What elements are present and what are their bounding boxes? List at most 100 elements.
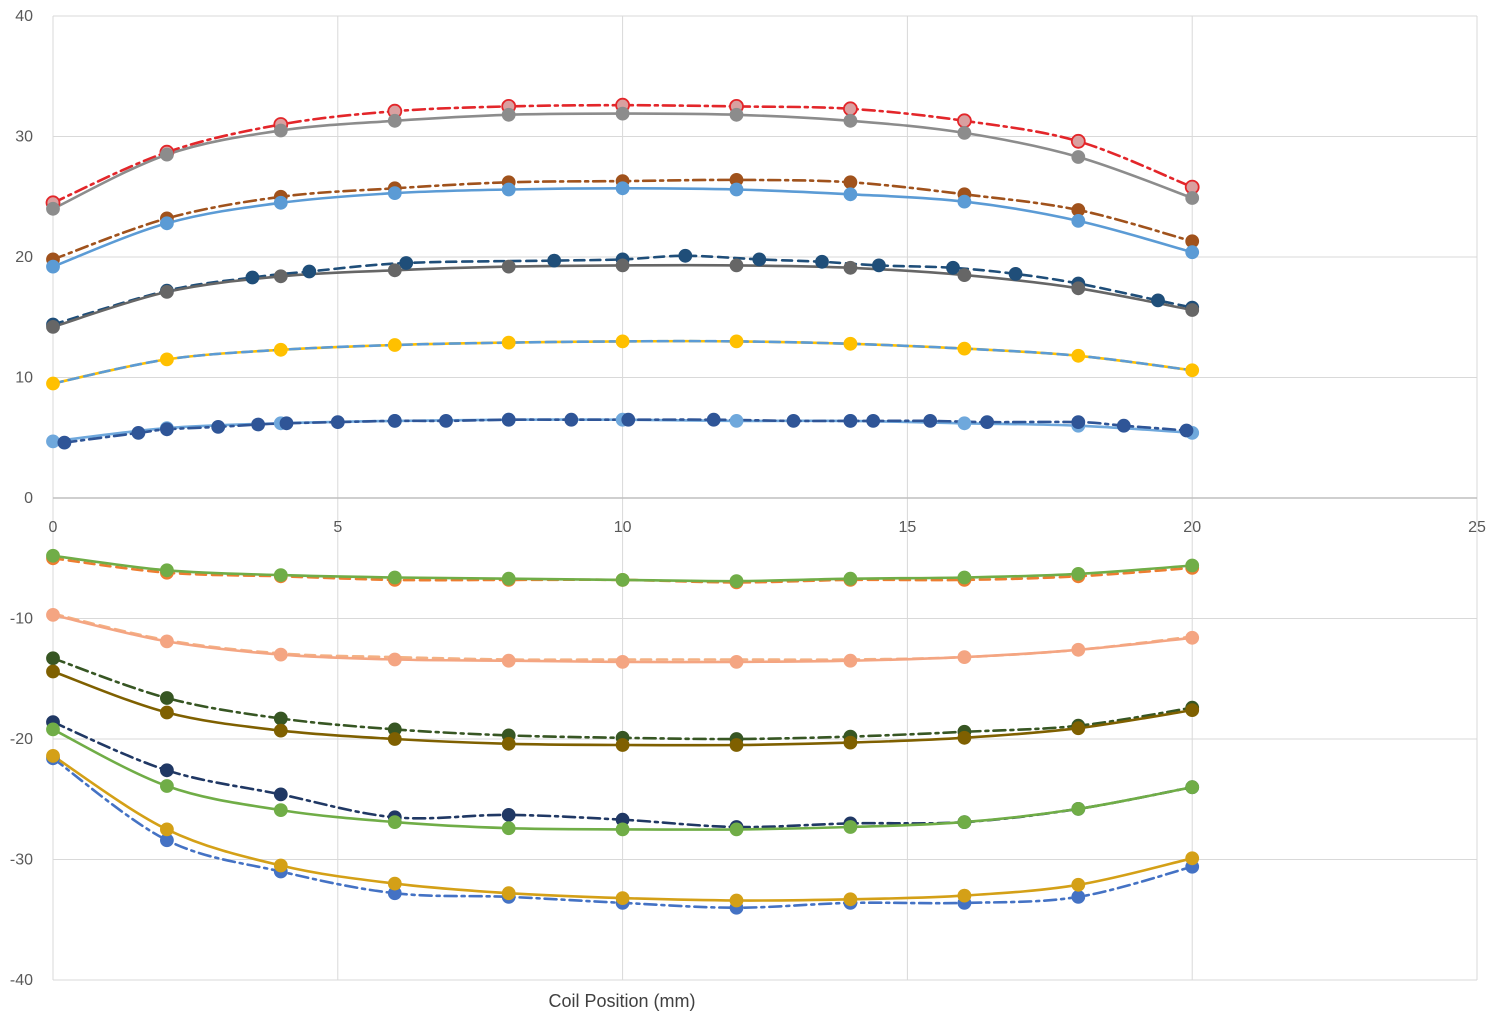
series-point: [159, 691, 174, 705]
series-point: [387, 113, 402, 128]
series-point: [752, 252, 767, 267]
x-tick-label: 10: [614, 519, 632, 536]
series-point: [211, 419, 226, 434]
series-point: [1071, 642, 1086, 657]
series-point: [678, 248, 693, 263]
series-point: [273, 723, 288, 738]
y-tick-label: -10: [10, 611, 33, 628]
series-point: [387, 652, 402, 667]
series-point: [1179, 423, 1194, 438]
series-point: [131, 425, 146, 440]
series-point: [1185, 363, 1200, 378]
series-point: [273, 568, 288, 582]
series-point: [1071, 567, 1086, 581]
series-point: [159, 216, 174, 231]
series-point: [729, 107, 744, 122]
series-point: [729, 655, 744, 669]
series-point: [159, 284, 174, 299]
series-point: [46, 651, 60, 666]
series-point: [957, 730, 972, 745]
series-point: [273, 787, 288, 802]
series-point: [159, 705, 174, 720]
y-tick-label: -30: [10, 852, 33, 869]
series-point: [957, 416, 972, 431]
x-axis-title: Coil Position (mm): [548, 991, 695, 1011]
series-point: [843, 653, 858, 668]
series-point: [815, 254, 829, 269]
series-point: [1185, 851, 1200, 866]
series-point: [1185, 191, 1200, 205]
x-tick-label: 5: [333, 519, 342, 536]
series-point: [46, 548, 60, 563]
series-point: [159, 763, 174, 778]
series-point: [1071, 213, 1086, 228]
x-tick-label: 20: [1183, 519, 1201, 536]
series-point: [1008, 266, 1023, 281]
series-point: [330, 415, 345, 430]
series-point: [57, 435, 72, 450]
series-point: [843, 336, 858, 351]
series-point: [615, 334, 630, 349]
series-point: [615, 891, 630, 905]
series-point: [273, 342, 288, 357]
series-point: [615, 106, 630, 121]
series-point: [843, 260, 858, 275]
series-point: [729, 822, 744, 837]
series-point: [1185, 703, 1200, 717]
series-point: [501, 736, 516, 751]
x-tick-label: 0: [49, 519, 58, 536]
series-point: [279, 416, 294, 431]
series-point: [302, 264, 317, 279]
series-point: [46, 722, 60, 737]
series-point: [729, 182, 744, 197]
series-point: [729, 258, 744, 273]
series-point: [615, 573, 630, 587]
x-tick-label: 25: [1468, 519, 1486, 536]
series-point: [1116, 418, 1131, 433]
series-line: [51, 339, 1194, 385]
series-point: [159, 563, 174, 578]
series-point: [501, 412, 516, 427]
y-tick-label: -40: [10, 972, 33, 989]
series-point: [387, 570, 402, 585]
series-point: [251, 417, 266, 432]
series-point: [957, 888, 972, 903]
series-point: [872, 258, 886, 273]
series-point: [273, 195, 288, 210]
series-point: [46, 608, 60, 622]
series-point: [1071, 150, 1086, 164]
series-point: [501, 886, 516, 901]
series-point: [273, 123, 288, 138]
y-tick-label: -20: [10, 731, 33, 748]
series-point: [615, 822, 630, 837]
series-point: [729, 413, 744, 428]
series-point: [159, 422, 174, 437]
series-point: [501, 259, 516, 274]
series-point: [159, 779, 174, 793]
series-point: [843, 175, 858, 190]
series-point: [46, 664, 60, 679]
series-point: [1071, 802, 1086, 816]
series-point: [501, 107, 516, 122]
series-line: [63, 418, 1188, 444]
y-tick-label: 40: [15, 8, 33, 25]
series-point: [46, 319, 60, 334]
series-point: [159, 352, 174, 367]
series-point: [957, 650, 972, 664]
series-point: [46, 201, 60, 216]
series-point: [946, 260, 960, 275]
x-tick-label: 15: [899, 519, 917, 536]
series-point: [46, 749, 60, 763]
series-point: [1071, 721, 1086, 736]
series-point: [387, 732, 402, 746]
series-point: [159, 822, 174, 837]
series-point: [46, 434, 60, 449]
series-point: [245, 270, 260, 285]
series-point: [1185, 558, 1200, 573]
series-point: [1185, 303, 1200, 317]
series-point: [1071, 415, 1086, 430]
series-point: [439, 413, 453, 428]
tick-labels: -40 -30 -20 -10 0 10 20 30 40 0 5 10 15 20 25: [10, 8, 1486, 989]
series-point: [615, 258, 630, 273]
